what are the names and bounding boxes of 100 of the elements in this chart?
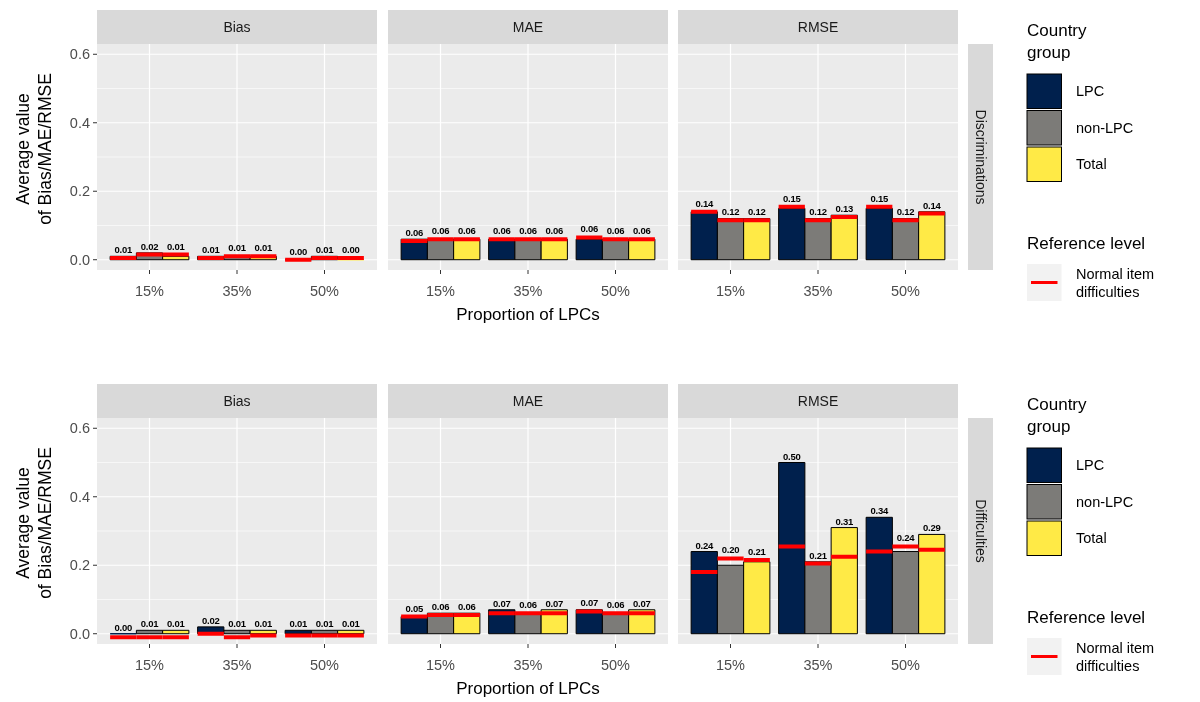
data-label: 0.05 [405, 602, 424, 614]
legend-label: non-LPC [1076, 493, 1134, 510]
data-label: 0.06 [632, 225, 651, 237]
data-label: 0.07 [492, 597, 511, 609]
legend-title: Country group [1027, 395, 1088, 436]
y-tick-label: 0.4 [69, 488, 90, 505]
data-label: 0.01 [254, 618, 273, 630]
legend-label: Total [1076, 530, 1107, 547]
y-tick-label: 0.0 [69, 625, 90, 642]
data-label: 0.01 [228, 242, 247, 254]
data-label: 0.06 [606, 225, 625, 237]
data-label: 0.06 [545, 225, 564, 237]
text: Discriminations [972, 109, 989, 205]
x-tick-label: 15% [715, 657, 746, 673]
data-label: 0.20 [721, 544, 740, 556]
x-tick-label: 15% [134, 657, 165, 673]
data-label: 0.00 [289, 245, 308, 257]
chart-title: Bias [223, 19, 251, 35]
data-label: 0.24 [896, 532, 916, 544]
y-tick-label: 0.2 [69, 557, 90, 574]
data-label: 0.01 [201, 244, 221, 256]
data-label: 0.06 [457, 225, 476, 237]
legend-title: Country group [1027, 21, 1088, 62]
legend-label: LPC [1076, 457, 1105, 474]
data-label: 0.12 [809, 206, 827, 218]
data-label: 0.07 [545, 597, 564, 609]
legend-label: Total [1076, 156, 1107, 173]
data-label: 0.31 [835, 515, 854, 527]
data-label: 0.24 [695, 539, 714, 551]
data-label: 0.06 [457, 600, 476, 612]
x-tick-label: 15% [134, 283, 165, 299]
data-label: 0.06 [606, 599, 625, 611]
data-label: 0.14 [922, 199, 942, 211]
legend-label: non-LPC [1076, 119, 1134, 136]
x-tick-label: 35% [803, 283, 833, 299]
data-label: 0.00 [341, 244, 360, 256]
data-label: 0.21 [809, 549, 828, 561]
data-label: 0.01 [166, 240, 186, 252]
data-label: 0.14 [695, 197, 714, 209]
x-axis-title: Proportion of LPCs [456, 679, 600, 698]
x-tick-label: 50% [600, 283, 631, 299]
y-tick-label: 0.6 [69, 46, 90, 63]
y-tick-label: 0.0 [69, 251, 90, 268]
text: Normal item difficulties [1076, 639, 1155, 674]
y-axis-title: Average value of Bias/MAE/RMSE [13, 73, 55, 225]
data-label: 0.02 [201, 614, 220, 626]
data-label: 0.06 [580, 223, 599, 235]
x-tick-label: 50% [890, 283, 921, 299]
legend-label: LPC [1076, 83, 1105, 100]
text: Reference level [1027, 608, 1146, 627]
data-label: 0.07 [632, 597, 651, 609]
text: Normal item difficulties [1076, 265, 1155, 300]
data-label: 0.29 [922, 522, 941, 534]
data-label: 0.07 [580, 597, 599, 609]
data-label: 0.06 [431, 600, 450, 612]
data-label: 0.12 [896, 206, 915, 218]
chart-title: RMSE [797, 19, 839, 35]
data-label: 0.06 [519, 225, 537, 237]
x-tick-label: 35% [803, 657, 833, 673]
x-tick-label: 35% [513, 283, 543, 299]
data-label: 0.01 [315, 618, 335, 630]
y-tick-label: 0.4 [69, 114, 90, 131]
data-label: 0.01 [228, 618, 247, 630]
data-label: 0.15 [870, 192, 889, 204]
data-label: 0.50 [782, 450, 801, 462]
data-label: 0.01 [166, 618, 186, 630]
data-label: 0.13 [835, 202, 854, 214]
data-label: 0.01 [114, 244, 133, 256]
y-tick-label: 0.6 [69, 420, 90, 437]
data-label: 0.01 [140, 618, 160, 630]
data-label: 0.02 [140, 240, 159, 252]
x-tick-label: 50% [309, 283, 340, 299]
data-label: 0.12 [721, 206, 740, 218]
data-label: 0.06 [405, 226, 424, 238]
data-label: 0.06 [431, 225, 450, 237]
x-tick-label: 50% [309, 657, 340, 673]
data-label: 0.12 [747, 206, 766, 218]
text: Reference level [1027, 234, 1146, 253]
x-tick-label: 15% [715, 283, 746, 299]
data-label: 0.01 [341, 618, 361, 630]
x-axis-title: Proportion of LPCs [456, 305, 600, 324]
data-label: 0.06 [492, 225, 511, 237]
data-label: 0.06 [519, 599, 537, 611]
data-label: 0.34 [870, 505, 889, 517]
x-tick-label: 35% [222, 657, 252, 673]
x-tick-label: 50% [600, 657, 631, 673]
text: Difficulties [972, 499, 989, 563]
data-label: 0.01 [289, 618, 308, 630]
chart-title: MAE [512, 19, 544, 35]
x-tick-label: 50% [890, 657, 921, 673]
y-axis-title: Average value of Bias/MAE/RMSE [13, 447, 55, 599]
data-label: 0.01 [315, 244, 335, 256]
x-tick-label: 35% [513, 657, 543, 673]
data-label: 0.15 [782, 192, 802, 204]
y-tick-label: 0.2 [69, 183, 90, 200]
data-label: 0.21 [747, 546, 767, 558]
chart-title: MAE [512, 393, 544, 409]
x-tick-label: 15% [425, 657, 456, 673]
chart-title: RMSE [797, 393, 839, 409]
x-tick-label: 35% [222, 283, 252, 299]
